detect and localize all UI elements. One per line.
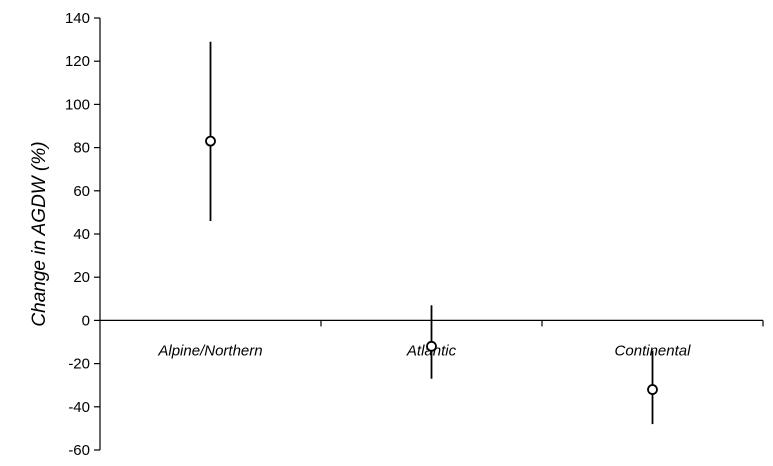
y-axis-ticks: 140 120 100 80 60 40 20 0 -20 -40 -60 [65,10,100,459]
data-point [205,135,216,147]
y-tick-label: 120 [65,53,90,70]
data-point [426,340,437,352]
data-point [647,384,658,395]
y-tick-label: 100 [65,96,90,113]
category-labels: Alpine/NorthernAtlanticContinental [157,342,691,359]
axes [99,18,764,450]
y-tick-label: 20 [73,269,90,286]
y-tick-label: -40 [68,399,90,416]
y-tick-label: 140 [65,10,90,27]
y-axis-title: Change in AGDW (%) [29,141,50,326]
category-label: Alpine/Northern [157,342,262,359]
y-tick-label: 0 [82,312,90,329]
y-tick-label: -60 [68,442,90,459]
y-tick-label: 60 [73,183,90,200]
y-tick-label: 80 [73,140,90,157]
y-tick-label: 40 [73,226,90,243]
data-marks [205,41,658,425]
y-tick-label: -20 [68,356,90,373]
